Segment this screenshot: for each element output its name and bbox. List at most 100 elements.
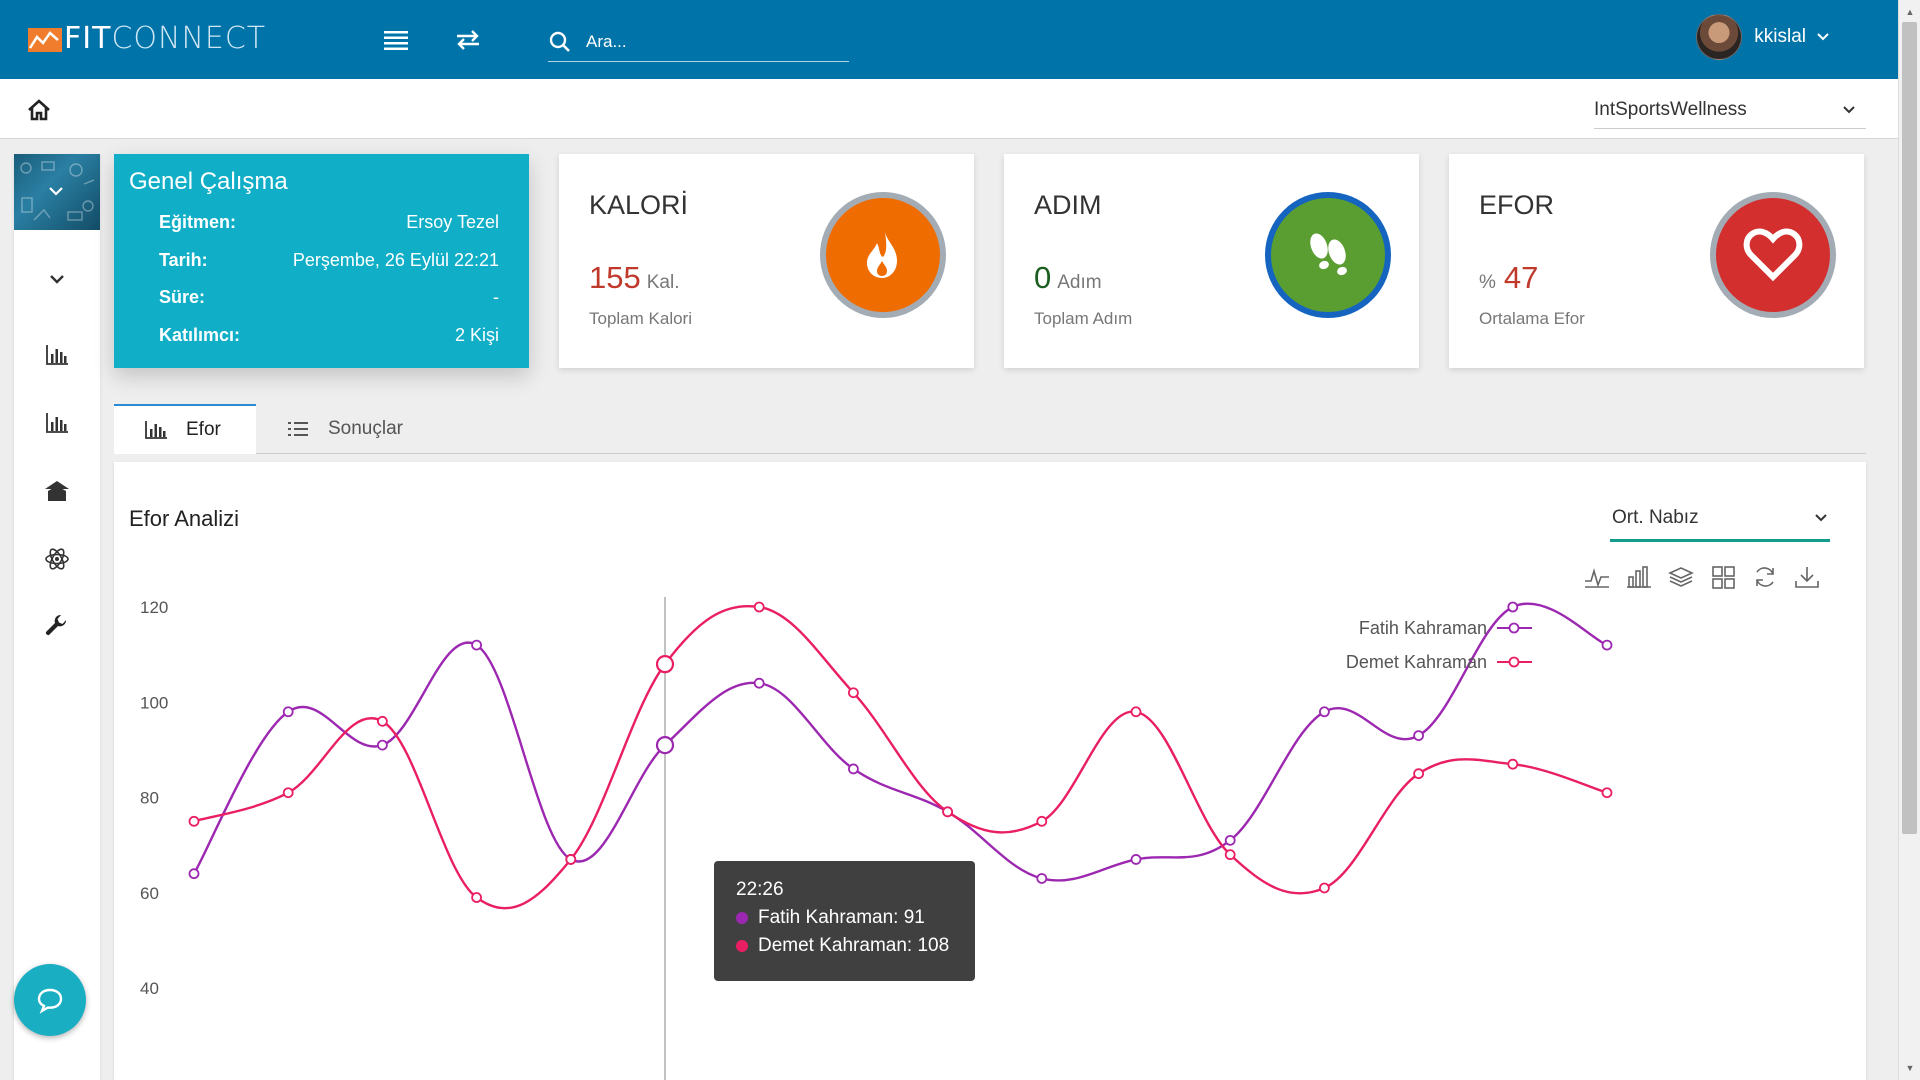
y-tick-label: 100 — [140, 693, 168, 712]
session-row-participants: Katılımcı: 2 Kişi — [159, 325, 499, 349]
organization-select[interactable]: IntSportsWellness — [1594, 91, 1866, 129]
list-icon — [286, 419, 310, 439]
sidebar-item-analysis[interactable] — [42, 408, 72, 438]
search-input[interactable] — [586, 31, 826, 52]
menu-toggle-button[interactable] — [380, 24, 412, 56]
sidebar-item-facility[interactable] — [42, 476, 72, 506]
refresh-icon[interactable] — [1752, 564, 1778, 590]
chevron-down-icon — [1817, 33, 1829, 41]
tab-label: Sonuçlar — [328, 418, 403, 439]
stack-icon[interactable] — [1668, 564, 1694, 590]
steps-subtitle: Toplam Adım — [1034, 309, 1133, 328]
download-icon[interactable] — [1794, 564, 1820, 590]
organization-label: IntSportsWellness — [1594, 98, 1747, 120]
series-color-dot — [736, 912, 748, 924]
effort-title: EFOR — [1479, 190, 1555, 220]
data-point — [1413, 768, 1424, 780]
effort-line-chart[interactable]: 120 100 80 60 40 Fatih Kahraman Demet Kahraman — [114, 462, 1866, 1080]
session-key: Süre: — [159, 287, 206, 307]
data-point — [655, 655, 675, 674]
calorie-subtitle: Toplam Kalori — [589, 309, 692, 328]
session-card: Genel Çalışma Eğitmen: Ersoy Tezel Tarih… — [114, 154, 529, 368]
scroll-down-icon[interactable]: ▼ — [1905, 1063, 1915, 1073]
tooltip-row-text: Demet Kahraman: 108 — [758, 935, 950, 956]
legend-label: Fatih Kahraman — [1359, 618, 1487, 638]
logo-connect: CONNECT — [111, 20, 267, 56]
search-box — [548, 22, 849, 62]
home-button[interactable] — [26, 97, 52, 123]
footprints-icon — [1310, 233, 1347, 276]
data-point — [1507, 601, 1519, 613]
effort-number: 47 — [1503, 260, 1539, 295]
sidebar-item-reports[interactable] — [42, 340, 72, 370]
data-point — [471, 892, 483, 903]
institution-icon — [45, 481, 69, 501]
sidebar-collapse-toggle[interactable] — [42, 264, 72, 294]
line-chart-icon[interactable] — [1584, 564, 1610, 590]
page-scrollbar[interactable]: ▲ ▼ — [1898, 0, 1920, 1080]
data-point — [1036, 873, 1048, 884]
logo-chart-icon — [28, 24, 62, 52]
data-point — [282, 706, 294, 718]
series-line — [193, 604, 1608, 910]
chat-bubble-icon — [37, 988, 63, 1014]
sidebar-thumbnail[interactable] — [14, 154, 100, 230]
chart-toolbox — [1584, 564, 1820, 590]
sidebar-item-react[interactable] — [42, 544, 72, 574]
data-point — [1130, 706, 1142, 718]
metric-select[interactable]: Ort. Nabız — [1610, 496, 1830, 542]
session-key: Tarih: — [159, 250, 208, 270]
data-point — [471, 639, 483, 651]
data-point — [942, 806, 953, 818]
session-key: Katılımcı: — [159, 325, 241, 345]
tiled-icon[interactable] — [1710, 564, 1736, 590]
y-tick-label: 80 — [140, 789, 159, 808]
legend-marker — [1508, 622, 1520, 634]
effort-value: % 47 — [1479, 260, 1538, 296]
tooltip-time: 22:26 — [736, 879, 784, 900]
fitconnect-logo[interactable]: FITCONNECT — [28, 18, 266, 58]
data-point — [1413, 730, 1424, 741]
tooltip-row-text: Fatih Kahraman: 91 — [758, 907, 925, 928]
session-row-date: Tarih: Perşembe, 26 Eylül 22:21 — [159, 250, 499, 274]
tab-efor[interactable]: Efor — [114, 404, 256, 454]
data-point — [753, 677, 765, 689]
calorie-number: 155 — [589, 260, 641, 295]
data-point — [188, 868, 200, 880]
chevron-down-icon — [50, 275, 64, 284]
tab-sonuclar[interactable]: Sonuçlar — [286, 404, 403, 454]
wrench-icon — [45, 614, 67, 636]
calorie-card: KALORİ 155 Kal. Toplam Kalori — [559, 154, 974, 368]
data-point — [1507, 758, 1519, 770]
user-menu[interactable]: kkislal — [1696, 14, 1830, 60]
bar-chart-icon — [46, 345, 68, 365]
effort-badge — [1710, 192, 1836, 318]
session-row-duration: Süre: - — [159, 287, 499, 311]
chat-button[interactable] — [14, 964, 86, 1036]
swap-arrows-icon — [457, 30, 479, 50]
chevron-down-icon — [1815, 513, 1827, 521]
data-point — [1130, 854, 1142, 865]
scrollbar-thumb[interactable] — [1902, 22, 1917, 834]
fitness-pattern-icon — [20, 161, 95, 221]
bar-chart-icon[interactable] — [1626, 564, 1652, 590]
avatar — [1696, 14, 1743, 60]
switch-button[interactable] — [452, 24, 484, 56]
data-point — [1319, 882, 1330, 894]
logo-fit: FIT — [64, 20, 112, 56]
atom-icon — [45, 548, 69, 570]
legend-label: Demet Kahraman — [1346, 652, 1487, 672]
data-point — [1319, 706, 1330, 718]
scroll-up-icon[interactable]: ▲ — [1905, 7, 1915, 17]
chevron-down-icon — [1843, 105, 1855, 113]
session-value: Ersoy Tezel — [406, 212, 499, 232]
calorie-title: KALORİ — [589, 190, 689, 220]
steps-unit: Adım — [1057, 272, 1102, 293]
tooltip-row: Fatih Kahraman: 91 — [736, 907, 953, 929]
data-point — [1224, 849, 1236, 861]
tab-bar: Efor Sonuçlar — [114, 404, 1866, 454]
data-point — [282, 787, 294, 799]
session-row-trainer: Eğitmen: Ersoy Tezel — [159, 212, 499, 236]
sidebar-item-settings[interactable] — [42, 612, 72, 642]
search-icon[interactable] — [548, 30, 572, 54]
